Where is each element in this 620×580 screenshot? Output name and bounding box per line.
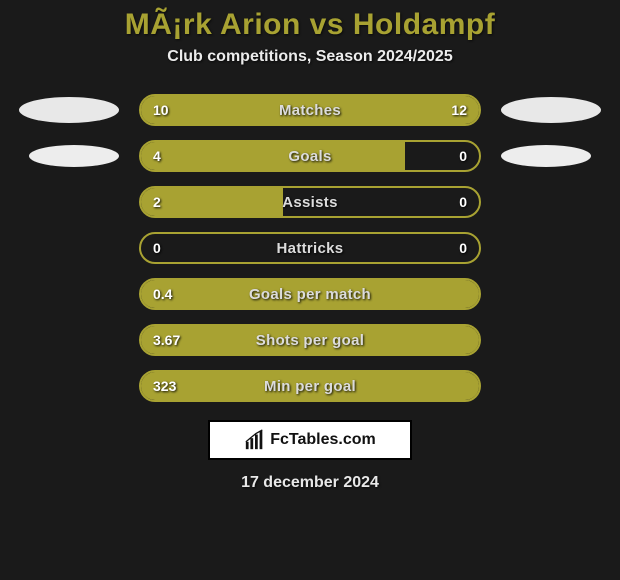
player-right-marker (501, 145, 591, 167)
stat-row: 1012Matches (0, 94, 620, 126)
page-subtitle: Club competitions, Season 2024/2025 (167, 48, 452, 66)
stat-bar: 323Min per goal (139, 370, 481, 402)
stat-row: 0.4Goals per match (0, 278, 620, 310)
stat-row: 00Hattricks (0, 232, 620, 264)
date-text: 17 december 2024 (241, 474, 379, 492)
stat-bar: 0.4Goals per match (139, 278, 481, 310)
bars-icon (244, 429, 266, 451)
stat-label: Goals per match (141, 280, 479, 308)
stat-bar: 40Goals (139, 140, 481, 172)
stat-row: 3.67Shots per goal (0, 324, 620, 356)
page-title: MÃ¡rk Arion vs Holdampf (125, 8, 495, 42)
player-left-marker (29, 145, 119, 167)
player-left-marker (19, 97, 119, 123)
comparison-chart: 1012Matches 40Goals 20Assists 00Hattricks 0.… (0, 94, 620, 402)
stat-label: Assists (141, 188, 479, 216)
stat-row: 20Assists (0, 186, 620, 218)
stat-bar: 1012Matches (139, 94, 481, 126)
player-right-marker (501, 97, 601, 123)
stat-label: Goals (141, 142, 479, 170)
stat-row: 323Min per goal (0, 370, 620, 402)
brand-text: FcTables.com (270, 431, 376, 449)
stat-bar: 3.67Shots per goal (139, 324, 481, 356)
chart-container: MÃ¡rk Arion vs Holdampf Club competition… (0, 0, 620, 580)
stat-bar: 20Assists (139, 186, 481, 218)
stat-label: Shots per goal (141, 326, 479, 354)
stat-bar: 00Hattricks (139, 232, 481, 264)
stat-row: 40Goals (0, 140, 620, 172)
stat-label: Matches (141, 96, 479, 124)
stat-label: Min per goal (141, 372, 479, 400)
brand-badge[interactable]: FcTables.com (208, 420, 412, 460)
stat-label: Hattricks (141, 234, 479, 262)
